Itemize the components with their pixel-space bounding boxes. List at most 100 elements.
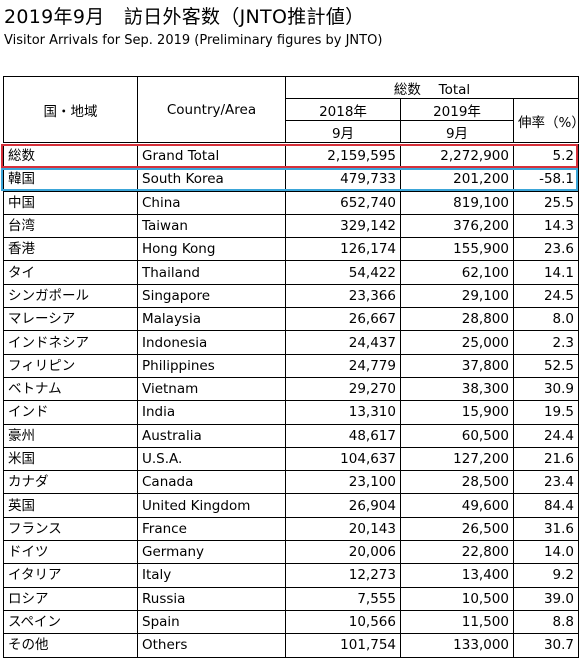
cell-rate: 31.6: [512, 516, 580, 542]
table-row: イタリア Italy 12,273 13,400 9.2: [3, 563, 580, 588]
cell-rate: 21.6: [512, 446, 580, 472]
cell-region-jp: フィリピン: [3, 353, 138, 378]
header-country-area: Country/Area: [137, 76, 286, 144]
cell-country: Vietnam: [137, 376, 286, 402]
cell-2019: 13,400: [400, 563, 514, 588]
table-row: フィリピン Philippines 24,779 37,800 52.5: [3, 353, 580, 378]
cell-2019: 201,200: [400, 167, 514, 192]
table-row: インド India 13,310 15,900 19.5: [3, 400, 580, 425]
cell-2018: 7,555: [285, 586, 401, 611]
cell-2018: 13,310: [285, 400, 401, 425]
cell-rate: 23.4: [512, 470, 580, 495]
header-total: 総数 Total: [284, 76, 580, 99]
table-row: 韓国 South Korea 479,733 201,200 -58.1: [3, 167, 580, 192]
table-row: インドネシア Indonesia 24,437 25,000 2.3: [3, 330, 580, 355]
cell-rate: 8.8: [512, 609, 580, 635]
cell-2018: 20,143: [285, 516, 401, 542]
cell-2018: 10,566: [285, 609, 401, 635]
cell-country: Canada: [137, 470, 286, 495]
cell-2018: 652,740: [285, 190, 401, 215]
table-row: マレーシア Malaysia 26,667 28,800 8.0: [3, 307, 580, 332]
cell-2018: 54,422: [285, 260, 401, 285]
table-row: ベトナム Vietnam 29,270 38,300 30.9: [3, 376, 580, 402]
cell-2019: 127,200: [400, 446, 514, 472]
cell-region-jp: 韓国: [3, 167, 138, 192]
table-row: その他 Others 101,754 133,000 30.7: [3, 633, 580, 658]
cell-region-jp: シンガポール: [3, 283, 138, 309]
cell-2018: 479,733: [285, 167, 401, 192]
cell-region-jp: ロシア: [3, 586, 138, 611]
cell-rate: 19.5: [512, 400, 580, 425]
table-row: 英国 United Kingdom 26,904 49,600 84.4: [3, 493, 580, 518]
cell-rate: 14.3: [512, 213, 580, 239]
cell-2019: 376,200: [400, 213, 514, 239]
cell-rate: 52.5: [512, 353, 580, 378]
cell-2018: 2,159,595: [285, 141, 401, 169]
cell-2019: 60,500: [400, 423, 514, 448]
cell-region-jp: 香港: [3, 237, 138, 262]
table-row: 台湾 Taiwan 329,142 376,200 14.3: [3, 213, 580, 239]
cell-rate: 14.0: [512, 540, 580, 565]
header-2018: 2018年: [285, 98, 401, 121]
header-growth-rate: 伸率（%）: [512, 98, 580, 144]
cell-region-jp: タイ: [3, 260, 138, 285]
cell-region-jp: カナダ: [3, 470, 138, 495]
cell-rate: 8.0: [512, 307, 580, 332]
cell-country: Germany: [137, 540, 286, 565]
cell-rate: 5.2: [512, 141, 580, 169]
cell-region-jp: インド: [3, 400, 138, 425]
cell-2018: 24,437: [285, 330, 401, 355]
cell-2019: 28,500: [400, 470, 514, 495]
cell-region-jp: ドイツ: [3, 540, 138, 565]
cell-country: Italy: [137, 563, 286, 588]
cell-2019: 25,000: [400, 330, 514, 355]
table-row: スペイン Spain 10,566 11,500 8.8: [3, 609, 580, 635]
cell-region-jp: スペイン: [3, 609, 138, 635]
cell-region-jp: 米国: [3, 446, 138, 472]
cell-rate: 23.6: [512, 237, 580, 262]
cell-rate: 24.5: [512, 283, 580, 309]
cell-2018: 26,904: [285, 493, 401, 518]
cell-2019: 62,100: [400, 260, 514, 285]
cell-region-jp: 総数: [3, 141, 138, 169]
cell-rate: -58.1: [512, 167, 580, 192]
cell-country: Singapore: [137, 283, 286, 309]
cell-country: Thailand: [137, 260, 286, 285]
cell-2018: 48,617: [285, 423, 401, 448]
table-body: 総数 Grand Total 2,159,595 2,272,900 5.2 韓国 Sou…: [3, 141, 580, 658]
cell-rate: 2.3: [512, 330, 580, 355]
cell-2018: 23,366: [285, 283, 401, 309]
cell-country: Taiwan: [137, 213, 286, 239]
cell-region-jp: 豪州: [3, 423, 138, 448]
cell-2019: 2,272,900: [400, 141, 514, 169]
cell-country: Grand Total: [137, 141, 286, 169]
cell-rate: 24.4: [512, 423, 580, 448]
page-subtitle: Visitor Arrivals for Sep. 2019 (Prelimin…: [4, 33, 383, 48]
cell-region-jp: 中国: [3, 190, 138, 215]
cell-country: Others: [137, 633, 286, 658]
table-row: ロシア Russia 7,555 10,500 39.0: [3, 586, 580, 611]
table-row: 豪州 Australia 48,617 60,500 24.4: [3, 423, 580, 448]
table-row: 米国 U.S.A. 104,637 127,200 21.6: [3, 446, 580, 472]
cell-2019: 29,100: [400, 283, 514, 309]
cell-rate: 14.1: [512, 260, 580, 285]
cell-region-jp: フランス: [3, 516, 138, 542]
cell-country: Australia: [137, 423, 286, 448]
cell-region-jp: ベトナム: [3, 376, 138, 402]
cell-region-jp: 台湾: [3, 213, 138, 239]
cell-rate: 30.9: [512, 376, 580, 402]
cell-country: Spain: [137, 609, 286, 635]
cell-2019: 26,500: [400, 516, 514, 542]
cell-2018: 329,142: [285, 213, 401, 239]
cell-2019: 10,500: [400, 586, 514, 611]
cell-2018: 23,100: [285, 470, 401, 495]
cell-region-jp: イタリア: [3, 563, 138, 588]
cell-2019: 15,900: [400, 400, 514, 425]
table-row: 中国 China 652,740 819,100 25.5: [3, 190, 580, 215]
cell-country: Russia: [137, 586, 286, 611]
cell-country: Indonesia: [137, 330, 286, 355]
cell-2019: 28,800: [400, 307, 514, 332]
cell-2018: 104,637: [285, 446, 401, 472]
cell-2018: 20,006: [285, 540, 401, 565]
cell-2018: 29,270: [285, 376, 401, 402]
